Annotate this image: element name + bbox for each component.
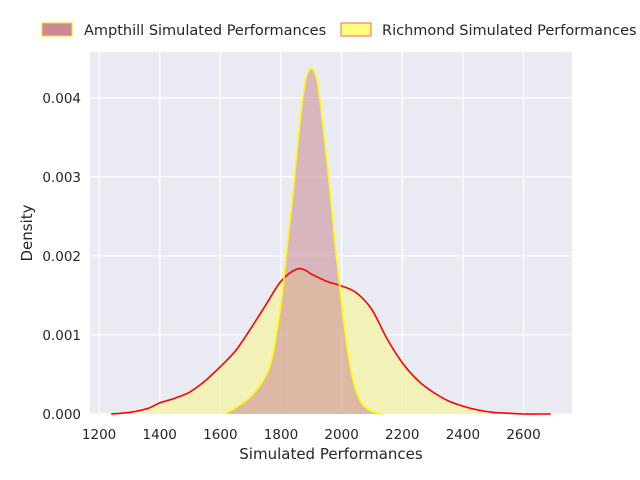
x-tick-label: 2600 bbox=[506, 427, 540, 443]
x-tick-label: 1800 bbox=[264, 427, 298, 443]
y-tick-labels: 0.000 0.001 0.002 0.003 0.004 bbox=[42, 91, 81, 423]
x-axis-label: Simulated Performances bbox=[239, 445, 423, 463]
y-axis-label: Density bbox=[18, 204, 36, 261]
density-areas bbox=[111, 67, 551, 415]
x-tick-label: 1400 bbox=[143, 427, 177, 443]
x-tick-labels: 1200 1400 1600 1800 2000 2200 2400 2600 bbox=[82, 427, 541, 443]
x-tick-label: 2200 bbox=[385, 427, 419, 443]
legend-label-ampthill: Ampthill Simulated Performances bbox=[84, 23, 326, 39]
y-tick-label: 0.000 bbox=[42, 407, 81, 423]
legend-swatch-richmond bbox=[340, 22, 372, 37]
y-tick-label: 0.003 bbox=[42, 170, 81, 186]
legend: Ampthill Simulated Performances Richmond… bbox=[41, 22, 637, 39]
y-tick-label: 0.001 bbox=[42, 328, 81, 344]
x-tick-label: 1600 bbox=[203, 427, 237, 443]
y-tick-label: 0.002 bbox=[42, 249, 81, 265]
x-tick-label: 2400 bbox=[446, 427, 480, 443]
x-tick-label: 2000 bbox=[324, 427, 358, 443]
legend-swatch-ampthill bbox=[41, 22, 73, 37]
ampthill-density-line bbox=[224, 67, 385, 415]
richmond-density-line bbox=[111, 267, 551, 415]
y-tick-label: 0.004 bbox=[42, 91, 81, 107]
x-tick-label: 1200 bbox=[82, 427, 116, 443]
legend-label-richmond: Richmond Simulated Performances bbox=[382, 23, 637, 39]
